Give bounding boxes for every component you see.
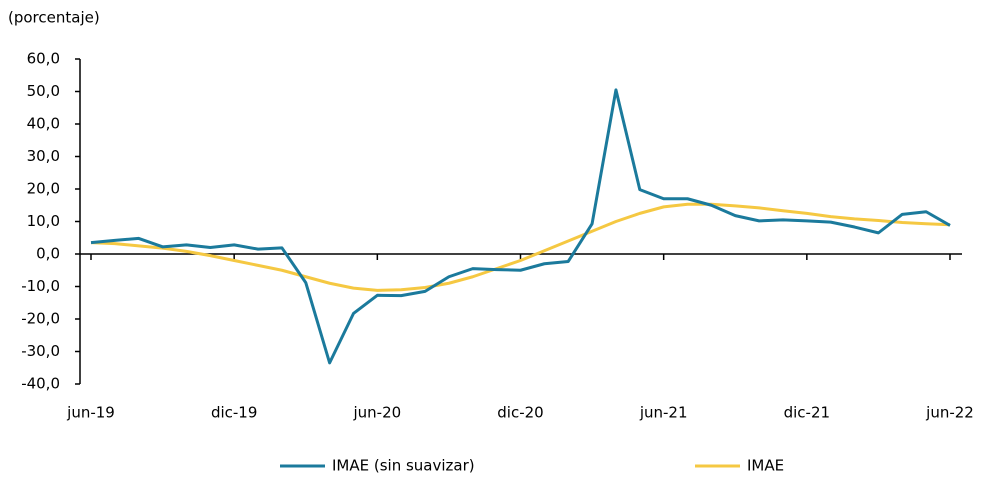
x-tick-label: jun-21	[639, 404, 688, 422]
y-tick-label: -40,0	[21, 375, 60, 393]
x-tick-label: dic-19	[211, 404, 257, 422]
y-tick-label: -30,0	[21, 342, 60, 360]
y-tick-label: 60,0	[27, 50, 60, 68]
y-tick-label: 10,0	[27, 212, 60, 230]
x-tick-label: jun-22	[925, 404, 974, 422]
y-tick-label: -10,0	[21, 277, 60, 295]
x-tick-label: jun-19	[66, 404, 115, 422]
x-tick-label: jun-20	[352, 404, 401, 422]
legend-label: IMAE (sin suavizar)	[332, 457, 475, 475]
x-tick-label: dic-21	[784, 404, 830, 422]
data-line	[90, 88, 951, 365]
y-tick-label: 50,0	[27, 82, 60, 100]
chart-subtitle: (porcentaje)	[8, 9, 100, 27]
y-tick-label: 0,0	[36, 245, 60, 263]
legend-label: IMAE	[747, 457, 784, 475]
data-line	[90, 202, 951, 292]
y-tick-label: 40,0	[27, 115, 60, 133]
y-tick-label: 30,0	[27, 147, 60, 165]
x-tick-label: dic-20	[497, 404, 543, 422]
y-tick-label: 20,0	[27, 180, 60, 198]
y-tick-label: -20,0	[21, 310, 60, 328]
